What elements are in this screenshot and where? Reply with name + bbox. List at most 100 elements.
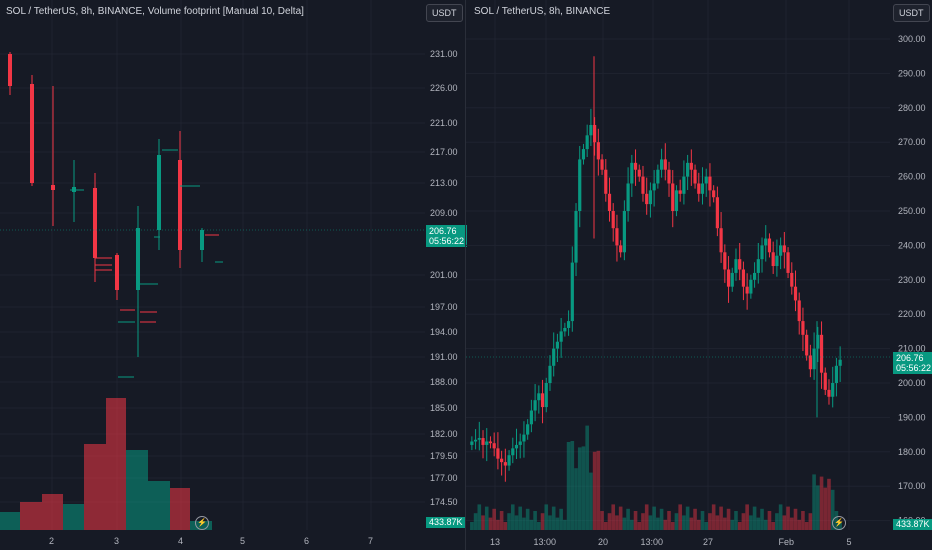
currency-button[interactable]: USDT (426, 4, 463, 22)
candle-body (697, 183, 701, 194)
price-tick-label: 270.00 (898, 137, 926, 147)
candle-body (834, 365, 839, 383)
price-tick-label: 200.00 (898, 378, 926, 388)
price-tick-label: 221.00 (430, 118, 458, 128)
candle-body (585, 135, 589, 150)
price-tick-label: 197.00 (430, 302, 458, 312)
volume-bar (816, 485, 820, 530)
candle-body (630, 162, 634, 184)
volume-bar (741, 513, 746, 530)
volume-bar (804, 522, 809, 530)
volume-profile-bar (84, 444, 106, 530)
volume-bar (510, 504, 515, 530)
volume-tag: 433.87K (893, 519, 932, 530)
volume-bar (481, 515, 485, 530)
volume-bar (503, 522, 508, 530)
volume-bar (763, 519, 768, 530)
candle-body (674, 190, 679, 211)
volume-bar (771, 522, 775, 530)
right-chart-pane[interactable]: 300.00 290.00 280.00 270.00 260.00 250.00 240.… (466, 0, 932, 550)
candle-body (611, 211, 615, 229)
candle-body (704, 176, 708, 184)
left-chart-canvas[interactable]: 231.00 226.00 221.00 217.00 213.00 209.00 201.… (0, 0, 465, 550)
currency-button[interactable]: USDT (893, 4, 930, 22)
volume-bar (563, 519, 567, 530)
volume-bar (726, 508, 731, 530)
volume-bar (689, 517, 694, 530)
volume-bar (778, 504, 783, 530)
volume-bar (488, 517, 493, 530)
volume-bar (637, 522, 642, 530)
time-tick-label: 3 (114, 536, 119, 546)
candle-body (522, 434, 526, 442)
price-tick-label: 201.00 (430, 270, 458, 280)
volume-bar (789, 517, 794, 530)
price-tick-label: 300.00 (898, 34, 926, 44)
volume-bar (555, 517, 560, 530)
candle-body (622, 211, 626, 253)
candle-body (600, 159, 604, 170)
price-tick-label: 179.50 (430, 451, 458, 461)
left-chart-pane[interactable]: 231.00 226.00 221.00 217.00 213.00 209.00 201.… (0, 0, 468, 550)
volume-bar (618, 506, 623, 530)
candle-body (812, 348, 816, 370)
time-tick-label: Feb (779, 537, 795, 547)
price-tick-label: 213.00 (430, 178, 458, 188)
volume-bar (674, 513, 679, 530)
candle-body (566, 321, 571, 328)
candle-body (719, 228, 723, 253)
candle-body (730, 272, 734, 287)
volume-bar (473, 513, 478, 530)
symbol-legend[interactable]: SOL / TetherUS, 8h, BINANCE (474, 6, 611, 17)
volume-bar (544, 504, 549, 530)
candle-body (30, 84, 34, 183)
candle-body (477, 438, 481, 440)
symbol-legend[interactable]: SOL / TetherUS, 8h, BINANCE, Volume foot… (6, 6, 304, 17)
candle-body (589, 125, 593, 136)
candle-body (604, 169, 608, 194)
volume-bar (652, 506, 656, 530)
candle-body (708, 176, 712, 191)
candle-body (488, 441, 493, 444)
volume-bar (793, 508, 798, 530)
pane-divider[interactable] (465, 0, 466, 550)
volume-bar (577, 447, 582, 530)
candle-body (537, 393, 541, 401)
candle-body (767, 238, 772, 253)
candle-body (8, 54, 12, 86)
right-chart-canvas[interactable]: 300.00 290.00 280.00 270.00 260.00 250.00 240.… (466, 0, 932, 550)
candle-body (648, 190, 653, 205)
volume-bar (514, 515, 519, 530)
candle-body (819, 334, 824, 373)
volume-bar (600, 511, 604, 530)
volume-profile-bar (20, 502, 42, 530)
time-tick-label: 7 (368, 536, 373, 546)
price-tick-label: 226.00 (430, 83, 458, 93)
candle-body (563, 327, 567, 332)
last-price-value: 206.76 (896, 353, 924, 363)
candle-body (831, 383, 835, 397)
volume-bar (641, 513, 645, 530)
candle-body (548, 365, 552, 383)
volume-bar (644, 504, 649, 530)
candle-body (786, 252, 790, 273)
time-tick-label: 5 (847, 537, 852, 547)
lightning-icon[interactable]: ⚡ (832, 516, 846, 530)
candle-body (559, 331, 563, 342)
volume-bar (685, 506, 690, 530)
candle-body (805, 334, 809, 356)
volume-bar (715, 515, 720, 530)
volume-bar (749, 515, 753, 530)
lightning-icon[interactable]: ⚡ (195, 516, 209, 530)
candle-body (656, 169, 660, 184)
price-tick-label: 230.00 (898, 275, 926, 285)
candle-body (663, 159, 667, 170)
volume-bar (518, 506, 523, 530)
volume-bar (752, 506, 757, 530)
candle-body (641, 176, 645, 194)
candle-body (686, 162, 690, 177)
volume-bar (522, 517, 526, 530)
candle-body (645, 193, 649, 205)
candle-body (544, 383, 548, 408)
